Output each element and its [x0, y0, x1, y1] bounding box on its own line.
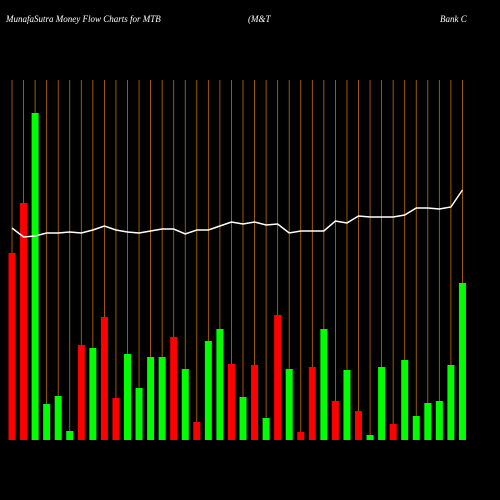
bar — [285, 369, 293, 440]
bar — [31, 113, 39, 440]
bar — [251, 365, 259, 440]
bar — [274, 315, 282, 440]
bar — [216, 329, 224, 440]
bar — [458, 283, 466, 440]
bar — [355, 411, 362, 440]
bar — [262, 418, 270, 440]
bar — [331, 401, 339, 440]
bar — [43, 404, 51, 440]
bar — [447, 365, 455, 440]
bar — [112, 398, 120, 440]
chart-title: MunafaSutra Money Flow Charts for MTB — [5, 14, 161, 24]
bar — [147, 357, 155, 440]
bar — [66, 431, 74, 440]
bar — [401, 360, 409, 440]
bar — [204, 341, 212, 440]
bar — [389, 424, 397, 440]
chart-subtitle: (M&T — [248, 14, 271, 24]
bar — [77, 345, 85, 440]
bar — [343, 370, 351, 440]
bar — [20, 203, 28, 440]
bar — [193, 422, 201, 440]
bar — [239, 397, 247, 440]
bar — [366, 435, 374, 440]
bar — [181, 369, 189, 440]
bar — [124, 354, 131, 440]
chart-subtitle: Bank C — [440, 14, 468, 24]
bar — [89, 348, 97, 440]
bar — [227, 364, 235, 440]
bar — [54, 396, 62, 440]
bar — [170, 337, 178, 440]
bar — [412, 416, 420, 440]
bar — [320, 329, 328, 440]
bar — [8, 253, 16, 440]
money-flow-line — [11, 189, 464, 238]
bar — [308, 367, 316, 440]
bar — [100, 317, 108, 440]
bar — [424, 403, 432, 440]
bar — [378, 367, 386, 440]
bar — [297, 432, 305, 440]
bar — [435, 401, 443, 440]
bar — [135, 388, 143, 440]
bar — [158, 357, 166, 440]
